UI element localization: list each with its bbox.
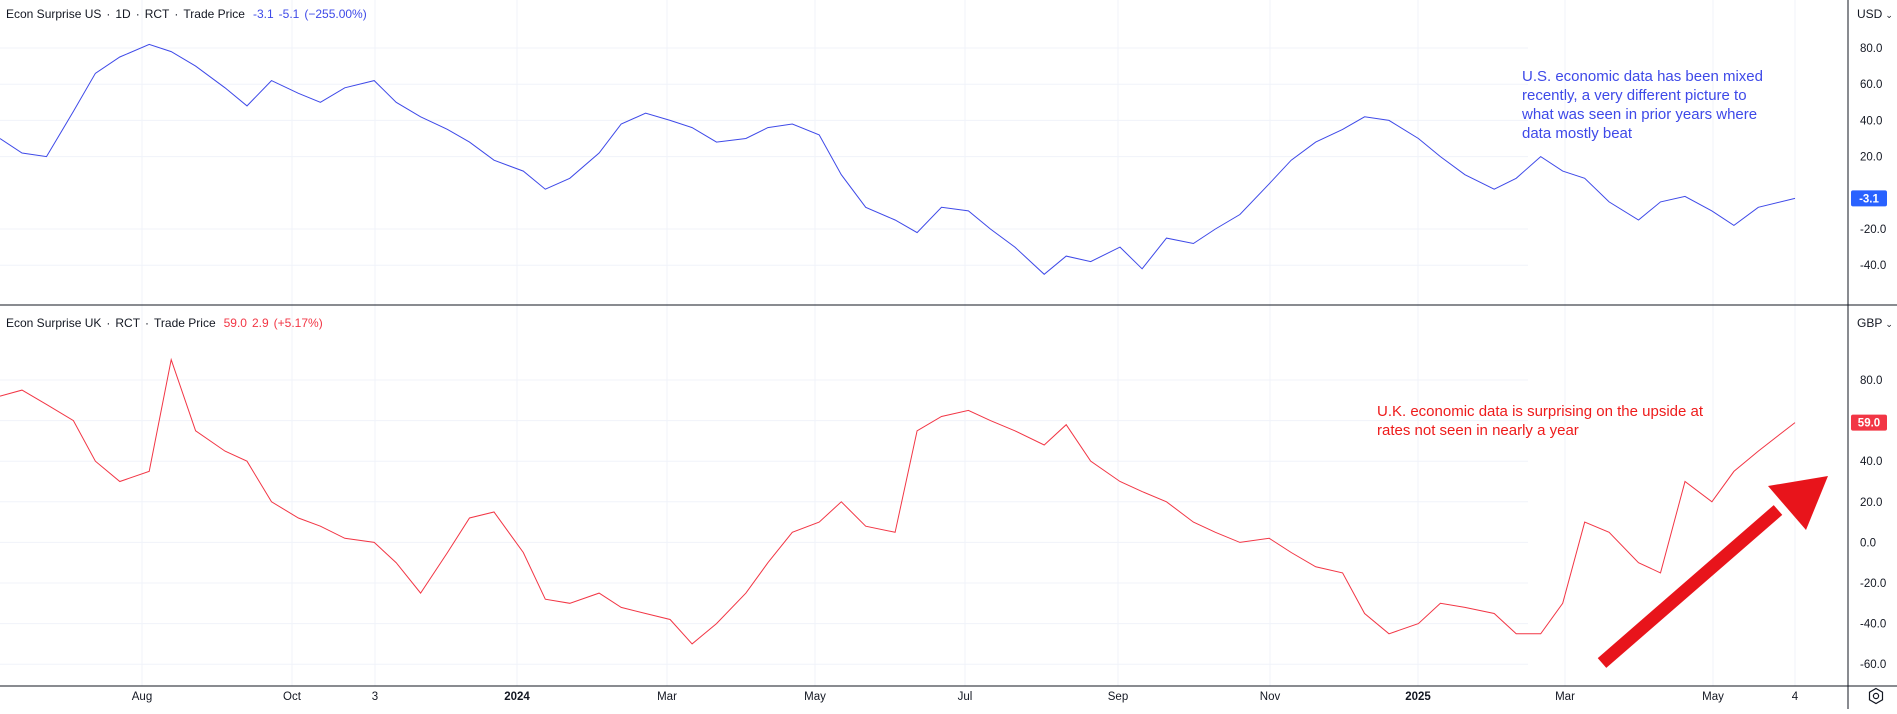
series-line-uk xyxy=(0,357,1796,645)
last-value-badge xyxy=(1851,190,1887,207)
currency-label: GBP xyxy=(1857,316,1883,330)
y-tick-label: -60.0 xyxy=(1860,659,1886,671)
y-tick-label: 40.0 xyxy=(1860,115,1882,127)
legend-source: RCT xyxy=(144,7,170,21)
y-tick-label: -20.0 xyxy=(1860,578,1886,590)
currency-selector-uk[interactable]: GBP ⌄ xyxy=(1857,316,1893,330)
legend-separator: · xyxy=(174,7,179,21)
legend-last-value: -3.1 xyxy=(252,7,274,21)
annotation-us[interactable]: U.S. economic data has been mixed recent… xyxy=(1522,68,1763,142)
legend-field: Trade Price xyxy=(154,316,216,330)
currency-selector-us[interactable]: USD ⌄ xyxy=(1857,7,1893,21)
x-tick-label: May xyxy=(804,691,826,703)
x-tick-label: Nov xyxy=(1260,691,1281,703)
x-tick-label: Mar xyxy=(1555,691,1575,703)
y-tick-label: 80.0 xyxy=(1860,43,1882,55)
legend-last-value: 59.0 xyxy=(223,316,247,330)
last-value-badge xyxy=(1851,414,1887,431)
grid xyxy=(0,0,1796,686)
currency-label: USD xyxy=(1857,7,1883,21)
legend-interval: 1D xyxy=(115,7,131,21)
legend-field: Trade Price xyxy=(183,7,245,21)
legend-us[interactable]: Econ Surprise US · 1D · RCT · Trade Pric… xyxy=(6,7,367,21)
y-tick-label: 20.0 xyxy=(1860,152,1882,164)
x-tick-label: Jul xyxy=(958,691,973,703)
x-tick-label: Oct xyxy=(283,691,302,703)
legend-change-pct: (+5.17%) xyxy=(273,316,323,330)
x-tick-label: 2025 xyxy=(1405,691,1431,703)
x-tick-label: 2024 xyxy=(504,691,530,703)
y-tick-label: 20.0 xyxy=(1860,497,1882,509)
legend-symbol: Econ Surprise US xyxy=(6,7,102,21)
x-tick-label: May xyxy=(1702,691,1724,703)
annotation-uk[interactable]: U.K. economic data is surprising on the … xyxy=(1377,403,1704,439)
legend-change-pct: (−255.00%) xyxy=(304,7,367,21)
chevron-down-icon: ⌄ xyxy=(1885,319,1893,329)
series-line-us xyxy=(0,43,1796,275)
x-tick-label: Sep xyxy=(1108,691,1128,703)
legend-separator: · xyxy=(145,316,150,330)
legend-separator: · xyxy=(135,7,140,21)
x-tick-label: Aug xyxy=(132,691,152,703)
legend-change: -5.1 xyxy=(278,7,300,21)
red-arrow-up-right xyxy=(1597,476,1828,668)
y-tick-label: 60.0 xyxy=(1860,79,1882,91)
legend-separator: · xyxy=(106,316,111,330)
last-value-badge-text: 59.0 xyxy=(1858,418,1880,430)
y-tick-label: 0.0 xyxy=(1860,537,1876,549)
legend-source: RCT xyxy=(115,316,141,330)
y-tick-label: 80.0 xyxy=(1860,375,1882,387)
legend-change: 2.9 xyxy=(251,316,269,330)
x-tick-label: Mar xyxy=(657,691,677,703)
y-tick-label: -40.0 xyxy=(1860,619,1886,631)
x-tick-label: 4 xyxy=(1792,691,1799,703)
settings-gear-icon[interactable] xyxy=(1867,687,1885,705)
legend-uk[interactable]: Econ Surprise UK · RCT · Trade Price 59.… xyxy=(6,316,323,330)
legend-symbol: Econ Surprise UK xyxy=(6,316,102,330)
y-tick-label: -20.0 xyxy=(1860,224,1886,236)
y-tick-label: 40.0 xyxy=(1860,456,1882,468)
x-tick-label: 3 xyxy=(372,691,378,703)
legend-separator: · xyxy=(106,7,111,21)
last-value-badge-text: -3.1 xyxy=(1859,193,1879,205)
y-tick-label: -40.0 xyxy=(1860,260,1886,272)
series-layer xyxy=(0,43,1796,645)
chevron-down-icon: ⌄ xyxy=(1885,10,1893,20)
